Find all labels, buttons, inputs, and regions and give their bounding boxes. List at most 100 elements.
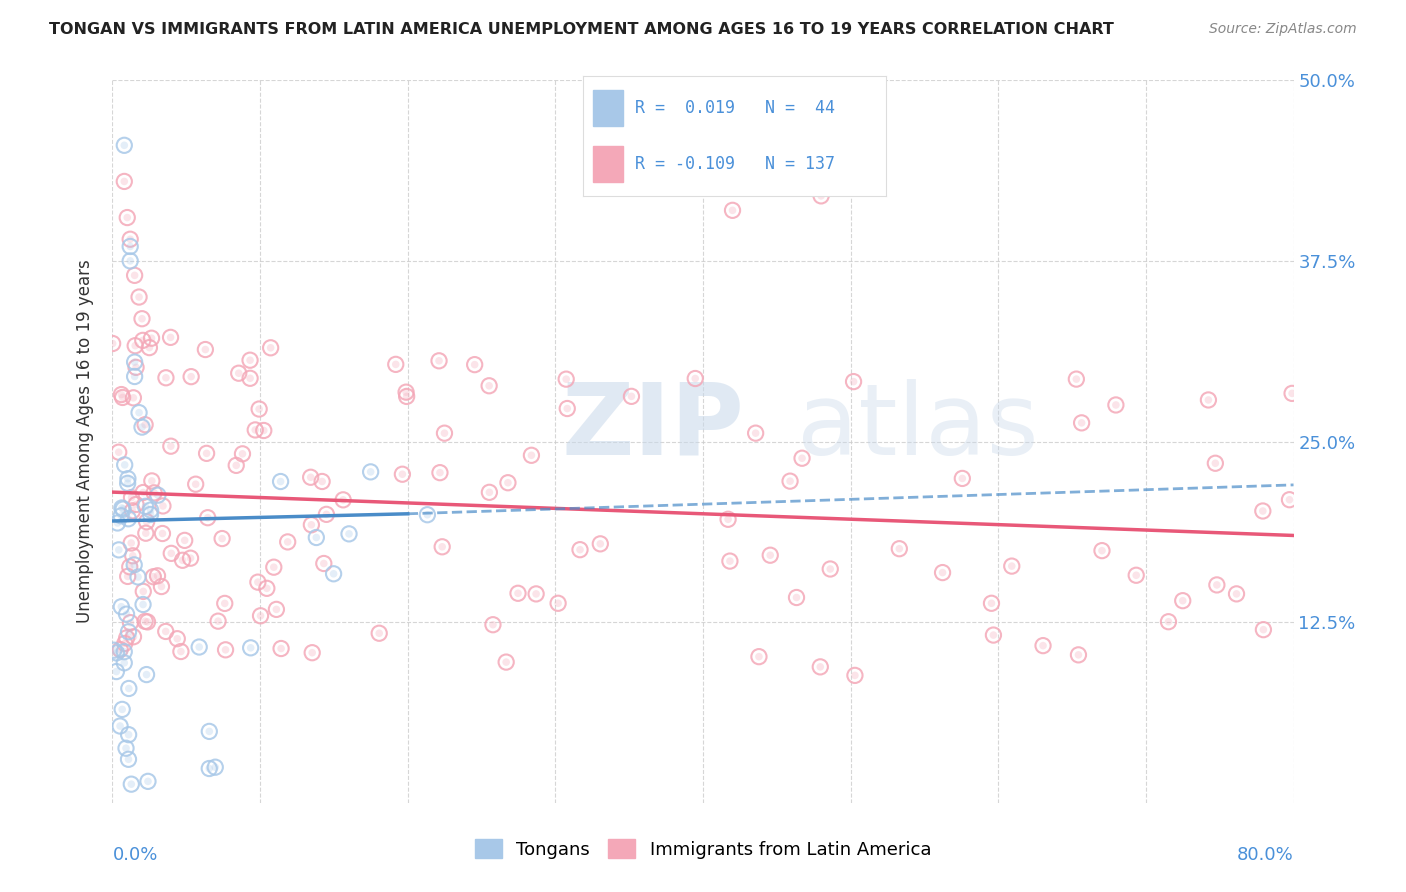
Point (312, 557, 335, 571)
Point (430, 540, 453, 554)
Point (748, 649, 770, 664)
Point (136, 774, 159, 789)
Point (195, 446, 218, 460)
Point (270, 475, 292, 489)
Point (228, 366, 250, 380)
Point (842, 375, 865, 389)
Point (478, 485, 501, 500)
Point (160, 546, 183, 560)
Point (108, 542, 131, 557)
Point (683, 371, 706, 385)
Point (207, 614, 229, 628)
Point (786, 591, 808, 605)
Point (188, 640, 211, 654)
Point (478, 378, 501, 392)
Point (115, 631, 138, 645)
Point (121, 491, 143, 505)
Point (1281, 386, 1303, 401)
Point (1091, 543, 1114, 558)
Point (198, 724, 221, 739)
Point (124, 369, 146, 384)
Point (124, 355, 146, 369)
Point (141, 331, 163, 345)
Point (197, 510, 219, 524)
Point (128, 290, 150, 304)
Point (429, 466, 451, 480)
Point (105, 665, 128, 679)
Point (239, 371, 262, 385)
Point (105, 646, 128, 660)
Point (931, 566, 953, 580)
Point (1205, 578, 1227, 592)
Point (150, 580, 173, 594)
Point (277, 535, 299, 549)
Point (1001, 559, 1024, 574)
Point (555, 372, 578, 386)
Point (114, 636, 136, 650)
Point (180, 551, 202, 566)
Point (184, 477, 207, 491)
Point (197, 510, 219, 524)
Point (225, 458, 247, 473)
Point (239, 371, 262, 385)
Point (844, 668, 866, 682)
Point (120, 253, 142, 268)
Point (128, 406, 150, 420)
Point (139, 508, 162, 522)
Text: atlas: atlas (797, 378, 1039, 475)
Point (118, 559, 141, 574)
Point (173, 533, 195, 548)
Point (110, 508, 132, 523)
Point (117, 624, 139, 639)
Point (117, 569, 139, 583)
Point (299, 470, 322, 484)
Point (108, 719, 131, 733)
Point (315, 508, 337, 522)
Point (188, 640, 211, 654)
Point (1066, 372, 1088, 386)
Point (299, 470, 322, 484)
Point (112, 502, 135, 516)
Point (122, 630, 145, 644)
Point (231, 447, 253, 461)
Point (368, 626, 391, 640)
Legend: Tongans, Immigrants from Latin America: Tongans, Immigrants from Latin America (468, 832, 938, 866)
Point (117, 211, 138, 225)
Bar (592, 90, 623, 127)
Point (311, 475, 333, 489)
Point (194, 343, 217, 357)
Point (117, 476, 139, 491)
Point (259, 341, 281, 355)
Point (120, 239, 142, 253)
Point (1251, 504, 1274, 518)
Point (115, 741, 138, 756)
Point (120, 253, 142, 268)
Point (111, 500, 134, 515)
Point (142, 570, 165, 584)
Point (748, 649, 770, 664)
Point (105, 646, 128, 660)
Point (717, 512, 740, 526)
Point (239, 353, 262, 368)
Point (124, 369, 146, 384)
Point (301, 646, 323, 660)
Point (478, 485, 501, 500)
Point (332, 492, 354, 507)
Point (305, 531, 328, 545)
Point (117, 476, 139, 491)
Point (172, 553, 194, 567)
Point (844, 668, 866, 682)
Point (139, 508, 162, 522)
Point (120, 615, 142, 630)
Point (810, 189, 832, 203)
Point (112, 645, 135, 659)
Point (384, 357, 406, 371)
Point (360, 465, 382, 479)
Point (132, 334, 155, 348)
Point (1253, 623, 1275, 637)
Point (266, 602, 288, 616)
Point (482, 617, 505, 632)
Point (114, 458, 136, 472)
Point (115, 631, 138, 645)
Point (110, 599, 132, 614)
